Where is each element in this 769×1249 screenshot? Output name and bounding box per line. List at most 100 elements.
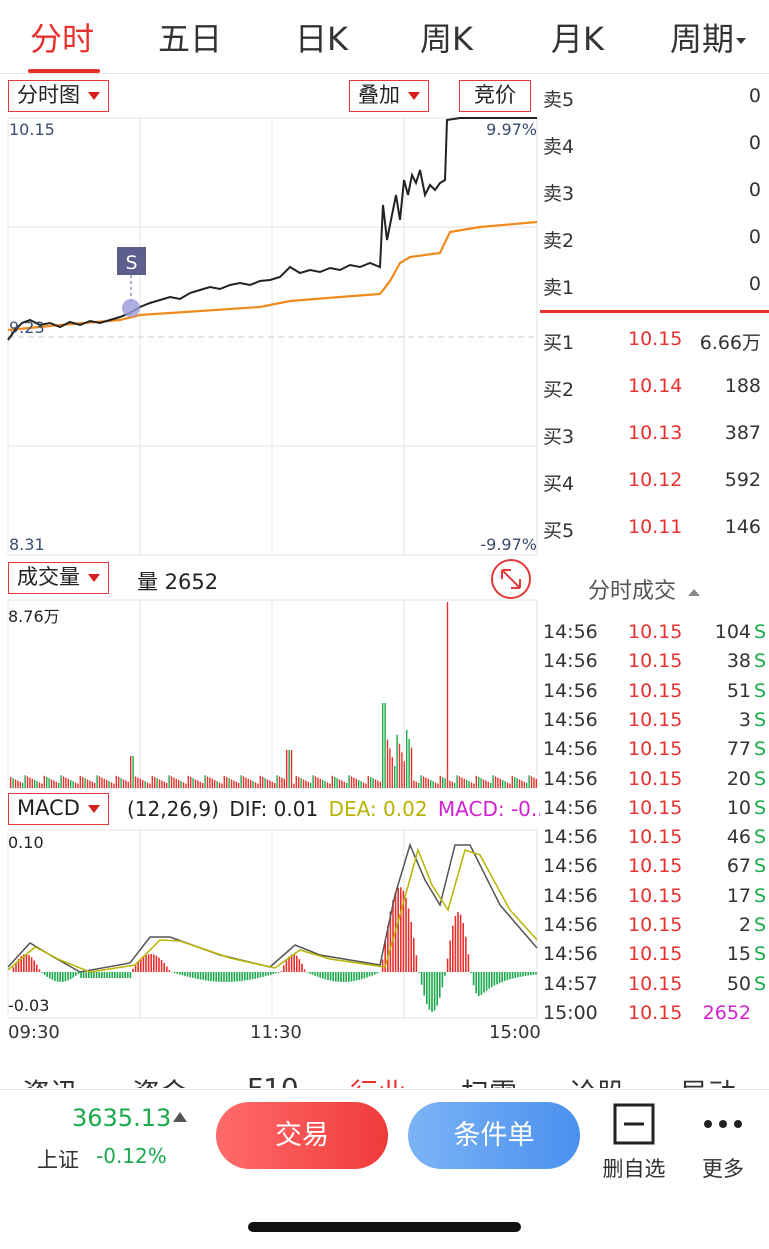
volume-bar: [290, 750, 293, 788]
volume-bar: [233, 780, 235, 788]
trade-row: 14:56 10.15 2 S: [540, 914, 769, 943]
trade-price: 10.15: [628, 621, 683, 643]
macd-bar: [478, 972, 480, 997]
macd-bar: [452, 925, 454, 972]
macd-bar: [124, 972, 126, 978]
macd-bar: [95, 972, 98, 978]
volume-bar: [401, 752, 403, 788]
subtab-funds[interactable]: 资金: [132, 1072, 188, 1088]
trade-price: 10.15: [628, 914, 683, 936]
conditional-order-button[interactable]: 条件单: [408, 1102, 580, 1169]
trade-price: 10.15: [628, 796, 683, 819]
trade-row: 14:56 10.15 3 S: [540, 709, 769, 738]
volume-bar: [79, 775, 81, 788]
macd-bar: [407, 908, 410, 972]
macd-bar: [270, 972, 272, 975]
trade-time: 14:56: [543, 914, 598, 936]
trade-time: 14:56: [543, 738, 598, 761]
macd-bar: [150, 954, 152, 972]
index-widget[interactable]: 3635.13: [72, 1104, 188, 1132]
more-button[interactable]: 更多: [683, 1102, 763, 1183]
subtab-f10[interactable]: F10: [247, 1072, 299, 1088]
macd-bar: [420, 972, 423, 985]
active-tab-indicator: [28, 69, 100, 73]
macd-bar: [392, 900, 394, 972]
volume-bar: [482, 779, 485, 788]
tab-intraday[interactable]: 分时: [30, 20, 95, 58]
trade-price: 10.15: [628, 650, 683, 673]
volume-bar: [269, 780, 271, 788]
macd-bar: [49, 972, 51, 979]
macd-bar: [249, 972, 251, 980]
tab-period[interactable]: 周期: [670, 14, 747, 60]
macd-bar: [189, 972, 191, 978]
volume-bar: [223, 775, 225, 788]
volume-bar: [113, 783, 115, 788]
trade-row: 14:56 10.15 17 S: [540, 885, 769, 914]
overlay-select[interactable]: 叠加: [349, 80, 429, 112]
volume-bar: [12, 778, 14, 788]
volume-bar: [324, 781, 326, 788]
subtab-movement[interactable]: 异动: [680, 1072, 736, 1088]
trade-volume: 46: [726, 826, 751, 849]
volume-bar: [487, 781, 489, 788]
trade-time: 14:57: [543, 972, 598, 995]
volume-bar: [379, 781, 381, 788]
volume-bar: [305, 780, 307, 788]
volume-bar: [300, 778, 302, 788]
tab-monthly-k[interactable]: 月K: [551, 20, 604, 58]
signal-marker[interactable]: [117, 247, 146, 275]
ask-row: 卖1 0: [540, 265, 769, 305]
macd-bar: [207, 972, 210, 981]
volume-bar: [307, 781, 309, 788]
trades-header[interactable]: 分时成交: [588, 573, 701, 605]
volume-bar: [338, 779, 341, 788]
subtab-forum[interactable]: 论股: [569, 1072, 625, 1088]
volume-bar: [168, 775, 170, 788]
volume-bar: [125, 780, 127, 788]
volume-bar: [319, 778, 321, 788]
volume-bar: [158, 779, 161, 788]
macd-bar: [23, 954, 25, 972]
macd-bar: [319, 972, 321, 978]
bid-button[interactable]: 竞价: [459, 80, 531, 112]
subtab-news[interactable]: 资讯: [22, 1072, 78, 1088]
ask-label: 卖2: [543, 230, 575, 252]
macd-bar: [223, 972, 225, 982]
macd-bar: [41, 972, 43, 973]
expand-icon[interactable]: [491, 559, 531, 599]
macd-bar: [184, 972, 186, 976]
trade-button[interactable]: 交易: [216, 1102, 388, 1169]
macd-indicator-select[interactable]: MACD: [8, 793, 109, 825]
remove-watchlist-button[interactable]: 删自选: [594, 1102, 674, 1183]
volume-bar: [446, 602, 449, 788]
macd-bar: [17, 958, 20, 972]
volume-bar: [382, 703, 384, 788]
macd-bar: [129, 972, 132, 978]
volume-bar: [497, 777, 499, 788]
tab-five-day[interactable]: 五日: [158, 20, 223, 58]
macd-bar: [428, 972, 431, 1010]
macd-bar: [418, 972, 420, 973]
volume-indicator-select[interactable]: 成交量: [8, 562, 109, 594]
tab-weekly-k[interactable]: 周K: [420, 20, 473, 58]
chart-mode-select[interactable]: 分时图: [8, 80, 109, 112]
info-tabs: 资讯 资金 F10 行业 扫雷 论股 异动: [0, 1062, 769, 1088]
volume-bar: [170, 776, 173, 788]
trade-row: 14:56 10.15 20 S: [540, 768, 769, 797]
chart-canvas: S: [7, 117, 538, 1019]
subtab-industry[interactable]: 行业: [350, 1072, 406, 1088]
macd-bar: [215, 972, 217, 982]
trade-time: 14:56: [543, 884, 598, 907]
volume-bar: [180, 781, 182, 788]
macd-bar: [506, 972, 509, 981]
subtab-risk[interactable]: 扫雷: [461, 1072, 517, 1088]
bid-volume: 6.66万: [699, 332, 761, 354]
macd-bar: [366, 972, 368, 978]
macd-bar: [509, 972, 511, 980]
macd-bar: [54, 972, 56, 981]
volume-bar: [118, 777, 120, 788]
macd-bar: [12, 967, 15, 972]
volume-bar: [266, 779, 269, 788]
tab-daily-k[interactable]: 日K: [295, 20, 348, 58]
